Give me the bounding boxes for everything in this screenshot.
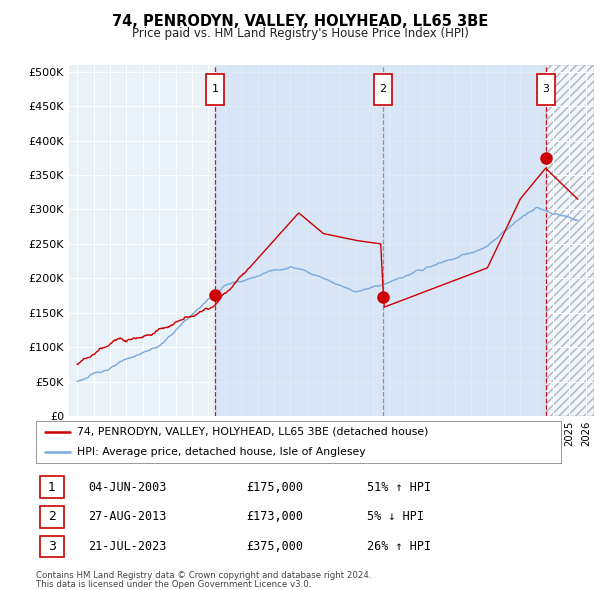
FancyBboxPatch shape bbox=[374, 74, 392, 104]
Text: Contains HM Land Registry data © Crown copyright and database right 2024.: Contains HM Land Registry data © Crown c… bbox=[36, 571, 371, 580]
Bar bbox=[215, 65, 545, 416]
FancyBboxPatch shape bbox=[40, 476, 64, 498]
Text: 27-AUG-2013: 27-AUG-2013 bbox=[89, 510, 167, 523]
Bar bbox=[545, 65, 594, 416]
FancyBboxPatch shape bbox=[40, 506, 64, 527]
Text: 2: 2 bbox=[48, 510, 56, 523]
Text: Price paid vs. HM Land Registry's House Price Index (HPI): Price paid vs. HM Land Registry's House … bbox=[131, 27, 469, 40]
Text: 21-JUL-2023: 21-JUL-2023 bbox=[89, 540, 167, 553]
Text: 2: 2 bbox=[380, 84, 387, 94]
Text: 26% ↑ HPI: 26% ↑ HPI bbox=[367, 540, 431, 553]
Text: This data is licensed under the Open Government Licence v3.0.: This data is licensed under the Open Gov… bbox=[36, 579, 311, 589]
Text: 1: 1 bbox=[48, 481, 56, 494]
Text: 74, PENRODYN, VALLEY, HOLYHEAD, LL65 3BE: 74, PENRODYN, VALLEY, HOLYHEAD, LL65 3BE bbox=[112, 14, 488, 30]
Text: 51% ↑ HPI: 51% ↑ HPI bbox=[367, 481, 431, 494]
FancyBboxPatch shape bbox=[40, 536, 64, 558]
Text: 1: 1 bbox=[212, 84, 219, 94]
Text: £375,000: £375,000 bbox=[246, 540, 303, 553]
FancyBboxPatch shape bbox=[536, 74, 554, 104]
Text: £175,000: £175,000 bbox=[246, 481, 303, 494]
Text: 74, PENRODYN, VALLEY, HOLYHEAD, LL65 3BE (detached house): 74, PENRODYN, VALLEY, HOLYHEAD, LL65 3BE… bbox=[77, 427, 428, 437]
Bar bbox=[545, 65, 594, 416]
Text: £173,000: £173,000 bbox=[246, 510, 303, 523]
Text: 5% ↓ HPI: 5% ↓ HPI bbox=[367, 510, 424, 523]
FancyBboxPatch shape bbox=[206, 74, 224, 104]
Text: 3: 3 bbox=[542, 84, 549, 94]
Text: HPI: Average price, detached house, Isle of Anglesey: HPI: Average price, detached house, Isle… bbox=[77, 447, 365, 457]
Text: 3: 3 bbox=[48, 540, 56, 553]
Text: 04-JUN-2003: 04-JUN-2003 bbox=[89, 481, 167, 494]
